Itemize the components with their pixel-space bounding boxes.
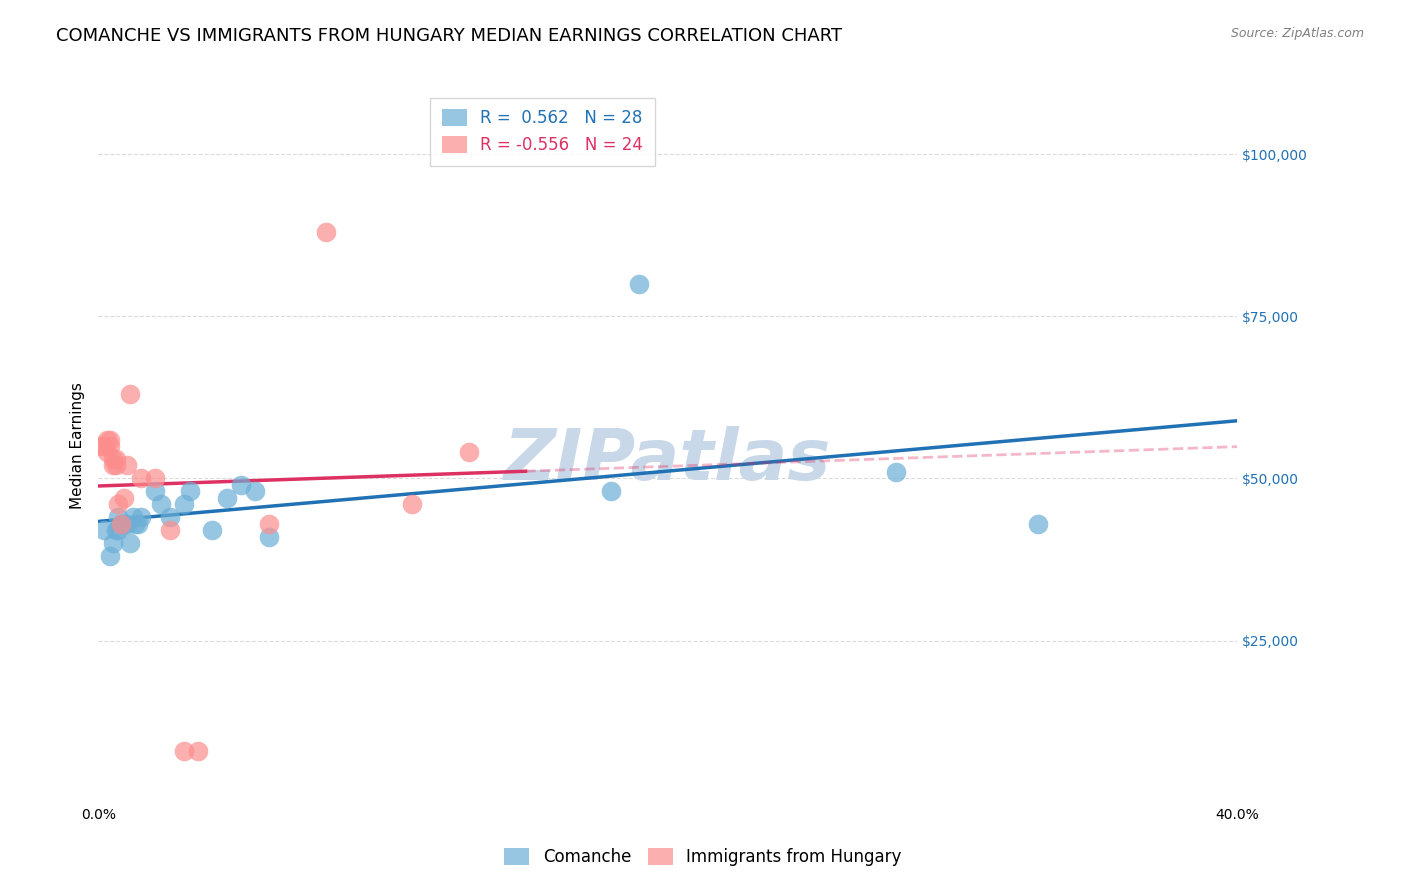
Point xyxy=(104,452,127,467)
Point xyxy=(173,497,195,511)
Point xyxy=(115,458,138,473)
Point xyxy=(127,516,149,531)
Point xyxy=(107,524,129,538)
Point xyxy=(243,484,266,499)
Point xyxy=(129,471,152,485)
Point xyxy=(104,524,127,538)
Point xyxy=(101,452,124,467)
Point xyxy=(173,744,195,758)
Point xyxy=(129,510,152,524)
Y-axis label: Median Earnings: Median Earnings xyxy=(69,383,84,509)
Point xyxy=(187,744,209,758)
Legend: Comanche, Immigrants from Hungary: Comanche, Immigrants from Hungary xyxy=(496,840,910,875)
Point xyxy=(150,497,173,511)
Point xyxy=(118,387,141,401)
Point xyxy=(600,484,623,499)
Point xyxy=(98,433,121,447)
Point xyxy=(121,510,143,524)
Point xyxy=(93,439,115,453)
Point xyxy=(259,530,281,544)
Point xyxy=(112,491,135,505)
Text: Source: ZipAtlas.com: Source: ZipAtlas.com xyxy=(1230,27,1364,40)
Text: ZIPatlas: ZIPatlas xyxy=(505,425,831,495)
Point xyxy=(101,536,124,550)
Point xyxy=(107,497,129,511)
Point xyxy=(159,524,181,538)
Point xyxy=(98,549,121,564)
Point xyxy=(145,484,167,499)
Point xyxy=(98,439,121,453)
Point xyxy=(201,524,224,538)
Point xyxy=(107,510,129,524)
Point xyxy=(104,458,127,473)
Point xyxy=(115,516,138,531)
Point xyxy=(93,524,115,538)
Point xyxy=(179,484,201,499)
Point xyxy=(96,433,118,447)
Point xyxy=(315,225,337,239)
Point xyxy=(96,445,118,459)
Point xyxy=(457,445,479,459)
Point xyxy=(229,478,252,492)
Point xyxy=(884,465,907,479)
Point xyxy=(215,491,238,505)
Legend: R =  0.562   N = 28, R = -0.556   N = 24: R = 0.562 N = 28, R = -0.556 N = 24 xyxy=(430,97,655,166)
Point xyxy=(110,516,132,531)
Point xyxy=(90,439,112,453)
Point xyxy=(124,516,146,531)
Point xyxy=(628,277,651,291)
Point xyxy=(1026,516,1049,531)
Text: COMANCHE VS IMMIGRANTS FROM HUNGARY MEDIAN EARNINGS CORRELATION CHART: COMANCHE VS IMMIGRANTS FROM HUNGARY MEDI… xyxy=(56,27,842,45)
Point xyxy=(110,516,132,531)
Point xyxy=(159,510,181,524)
Point xyxy=(401,497,423,511)
Point xyxy=(259,516,281,531)
Point xyxy=(101,458,124,473)
Point xyxy=(118,536,141,550)
Point xyxy=(112,516,135,531)
Point xyxy=(145,471,167,485)
